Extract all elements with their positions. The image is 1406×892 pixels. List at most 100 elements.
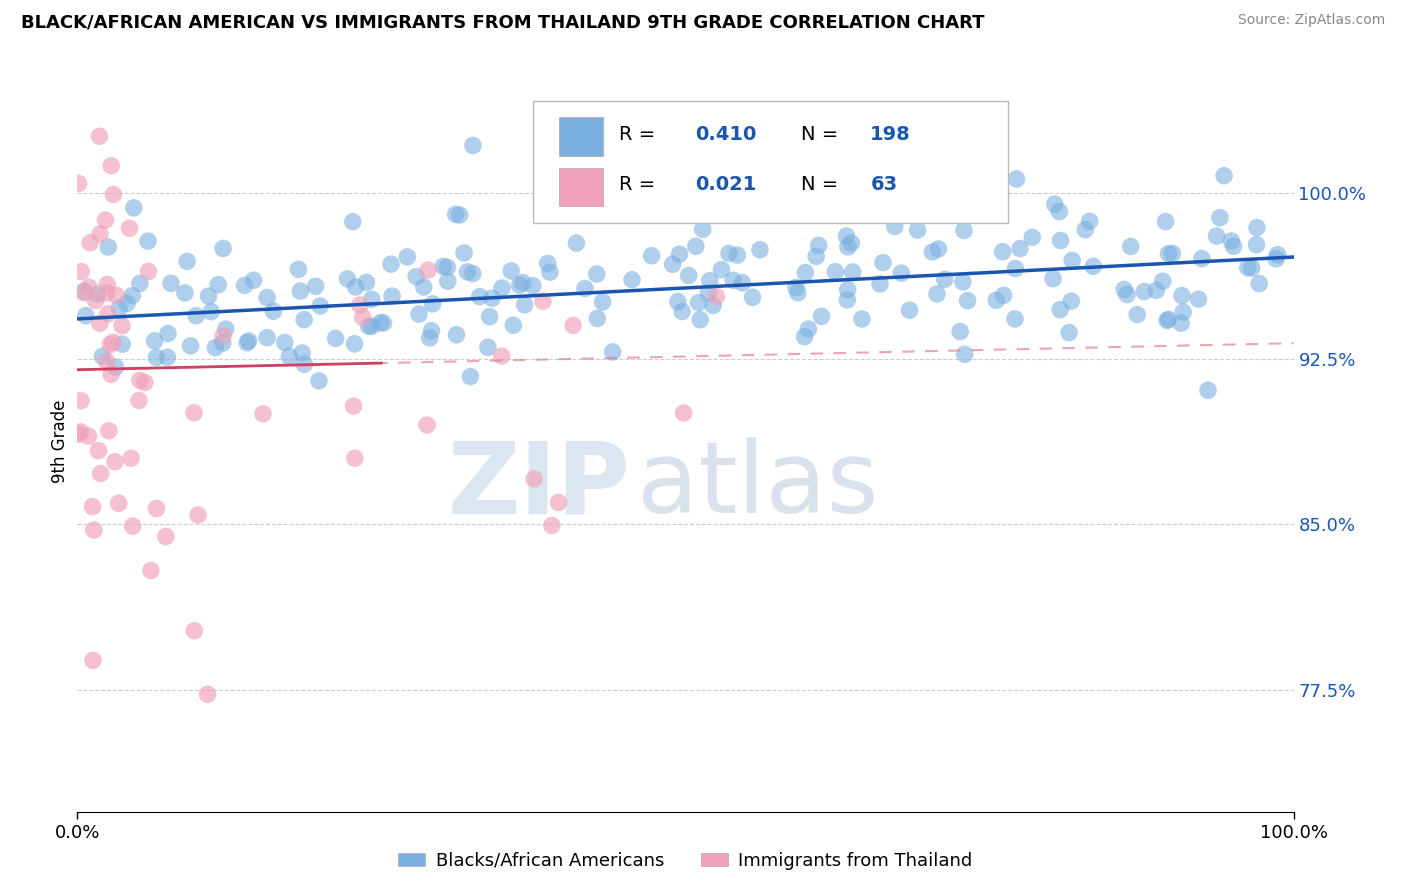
Point <box>1008 242 1031 256</box>
Point <box>97 424 120 438</box>
Point <box>262 304 284 318</box>
Point <box>512 276 534 290</box>
Text: R =: R = <box>619 175 661 194</box>
Point <box>108 301 131 316</box>
Point <box>1119 239 1142 253</box>
Point <box>145 351 167 365</box>
Point <box>531 294 554 309</box>
Point <box>810 310 832 324</box>
Point <box>96 277 118 292</box>
Point <box>1187 292 1209 306</box>
Point <box>370 316 392 330</box>
Point <box>156 350 179 364</box>
Point <box>562 318 585 333</box>
Point <box>121 519 143 533</box>
Point <box>869 277 891 291</box>
Point <box>408 307 430 321</box>
Text: atlas: atlas <box>637 437 879 534</box>
Point <box>592 294 614 309</box>
Point <box>342 214 364 228</box>
Point <box>786 285 808 300</box>
Point <box>69 425 91 439</box>
Point <box>120 451 142 466</box>
Point <box>128 393 150 408</box>
Point <box>357 319 380 334</box>
Point <box>839 235 862 250</box>
Point <box>883 219 905 234</box>
Point <box>785 280 807 294</box>
Point <box>103 187 125 202</box>
Point <box>86 287 108 301</box>
Point <box>456 265 478 279</box>
Point <box>1004 312 1026 326</box>
Point <box>70 264 93 278</box>
Point <box>87 443 110 458</box>
Point <box>73 285 96 300</box>
Point <box>692 222 714 236</box>
Point <box>118 221 141 235</box>
Point <box>956 293 979 308</box>
Text: N =: N = <box>801 125 845 144</box>
Point <box>1209 211 1232 225</box>
Point <box>688 295 710 310</box>
Point <box>1062 253 1084 268</box>
Point <box>907 223 929 237</box>
Point <box>97 240 120 254</box>
Point <box>96 285 118 300</box>
Point <box>274 335 297 350</box>
Point <box>678 268 700 283</box>
Point <box>725 248 748 262</box>
Point <box>837 240 859 254</box>
Point <box>207 277 229 292</box>
Point <box>77 429 100 443</box>
Point <box>640 249 662 263</box>
Point <box>461 138 484 153</box>
FancyBboxPatch shape <box>560 117 603 156</box>
Point <box>416 263 439 277</box>
Point <box>238 334 260 348</box>
Point <box>233 278 256 293</box>
Point <box>621 273 644 287</box>
Point <box>236 335 259 350</box>
Point <box>602 345 624 359</box>
Point <box>145 501 167 516</box>
Point <box>671 304 693 318</box>
Point <box>1246 220 1268 235</box>
Point <box>509 278 531 293</box>
Point <box>122 201 145 215</box>
Point <box>1042 271 1064 285</box>
Point <box>1171 288 1194 302</box>
Point <box>100 368 122 382</box>
Point <box>256 291 278 305</box>
Point <box>79 235 101 250</box>
Point <box>278 350 301 364</box>
Point <box>416 417 439 432</box>
Point <box>82 500 104 514</box>
Point <box>356 276 378 290</box>
Point <box>1047 204 1070 219</box>
Point <box>1043 197 1066 211</box>
Point <box>308 374 330 388</box>
Point <box>806 249 828 263</box>
Point <box>793 329 815 343</box>
Point <box>422 297 444 311</box>
Point <box>986 293 1008 308</box>
Point <box>468 290 491 304</box>
Point <box>129 277 152 291</box>
Point <box>373 316 395 330</box>
Point <box>380 257 402 271</box>
Point <box>212 328 235 343</box>
Point <box>292 312 315 326</box>
Point <box>710 262 733 277</box>
Point <box>538 265 561 279</box>
Point <box>75 309 97 323</box>
Point <box>98 337 121 351</box>
Point <box>1021 230 1043 244</box>
Point <box>419 331 441 345</box>
Point <box>540 518 562 533</box>
Point <box>502 318 524 333</box>
Point <box>1154 214 1177 228</box>
Point <box>927 242 949 256</box>
Point <box>111 318 134 333</box>
Point <box>513 298 536 312</box>
